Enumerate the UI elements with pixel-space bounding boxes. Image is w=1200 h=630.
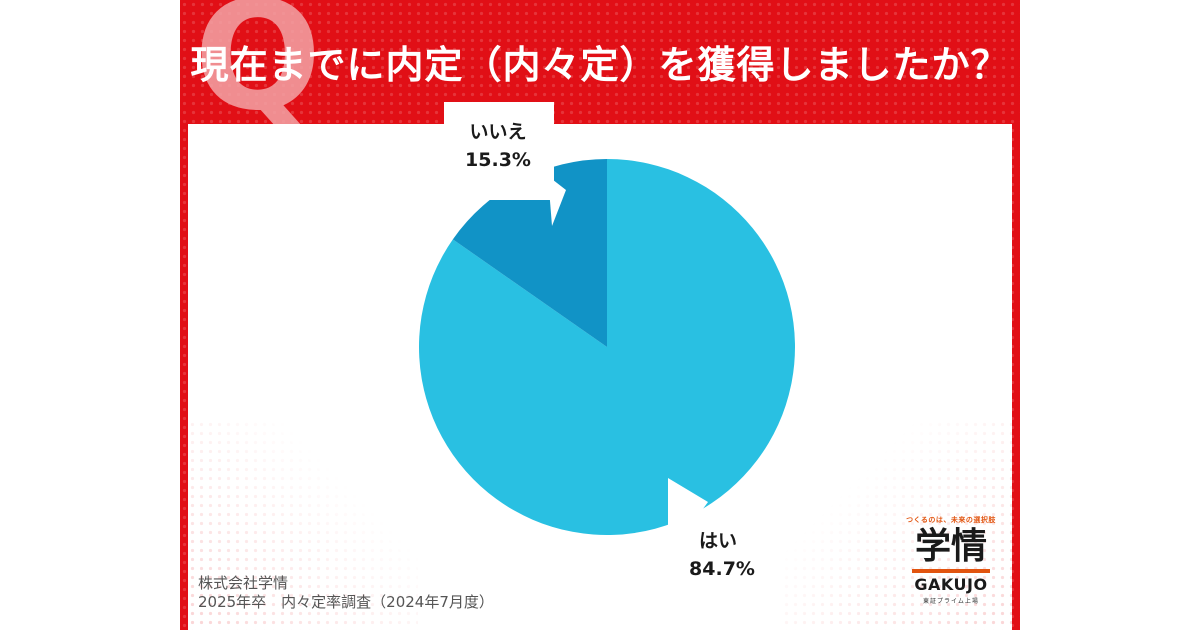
source-credit: 株式会社学情 2025年卒 内々定率調査（2024年7月度） [198, 574, 494, 612]
pie-slice-yes [418, 159, 795, 535]
logo-bar [912, 569, 990, 573]
label-no-category: いいえ [469, 121, 526, 143]
label-yes-value: 84.7% [689, 558, 755, 580]
pie-slices [418, 159, 795, 535]
label-yes: はい 84.7% [668, 478, 755, 580]
label-yes-pointer [668, 478, 708, 532]
label-yes-category: はい [699, 530, 737, 552]
logo-tagline: つくるのは、未来の選択肢 [906, 516, 996, 524]
question-title: 現在までに内定（内々定）を獲得しましたか？ [190, 43, 1010, 87]
source-survey: 2025年卒 内々定率調査（2024年7月度） [198, 593, 494, 611]
label-no-background [444, 102, 554, 200]
panel-halftone-right [782, 420, 1012, 630]
logo-mark: 学情 [914, 526, 987, 567]
source-company: 株式会社学情 [198, 574, 289, 592]
logo-wordmark: GAKUJO [914, 575, 988, 594]
label-no-pointer [548, 176, 566, 226]
label-no: いいえ 15.3% [444, 102, 566, 226]
label-no-value: 15.3% [465, 149, 531, 171]
gakujo-logo: つくるのは、未来の選択肢 学情 GAKUJO 東証プライム上場 [906, 515, 996, 605]
logo-listing: 東証プライム上場 [923, 598, 979, 605]
q-mark-icon: Q [194, 0, 322, 144]
pie-slice-no [452, 159, 607, 347]
panel-halftone-left [188, 420, 418, 630]
